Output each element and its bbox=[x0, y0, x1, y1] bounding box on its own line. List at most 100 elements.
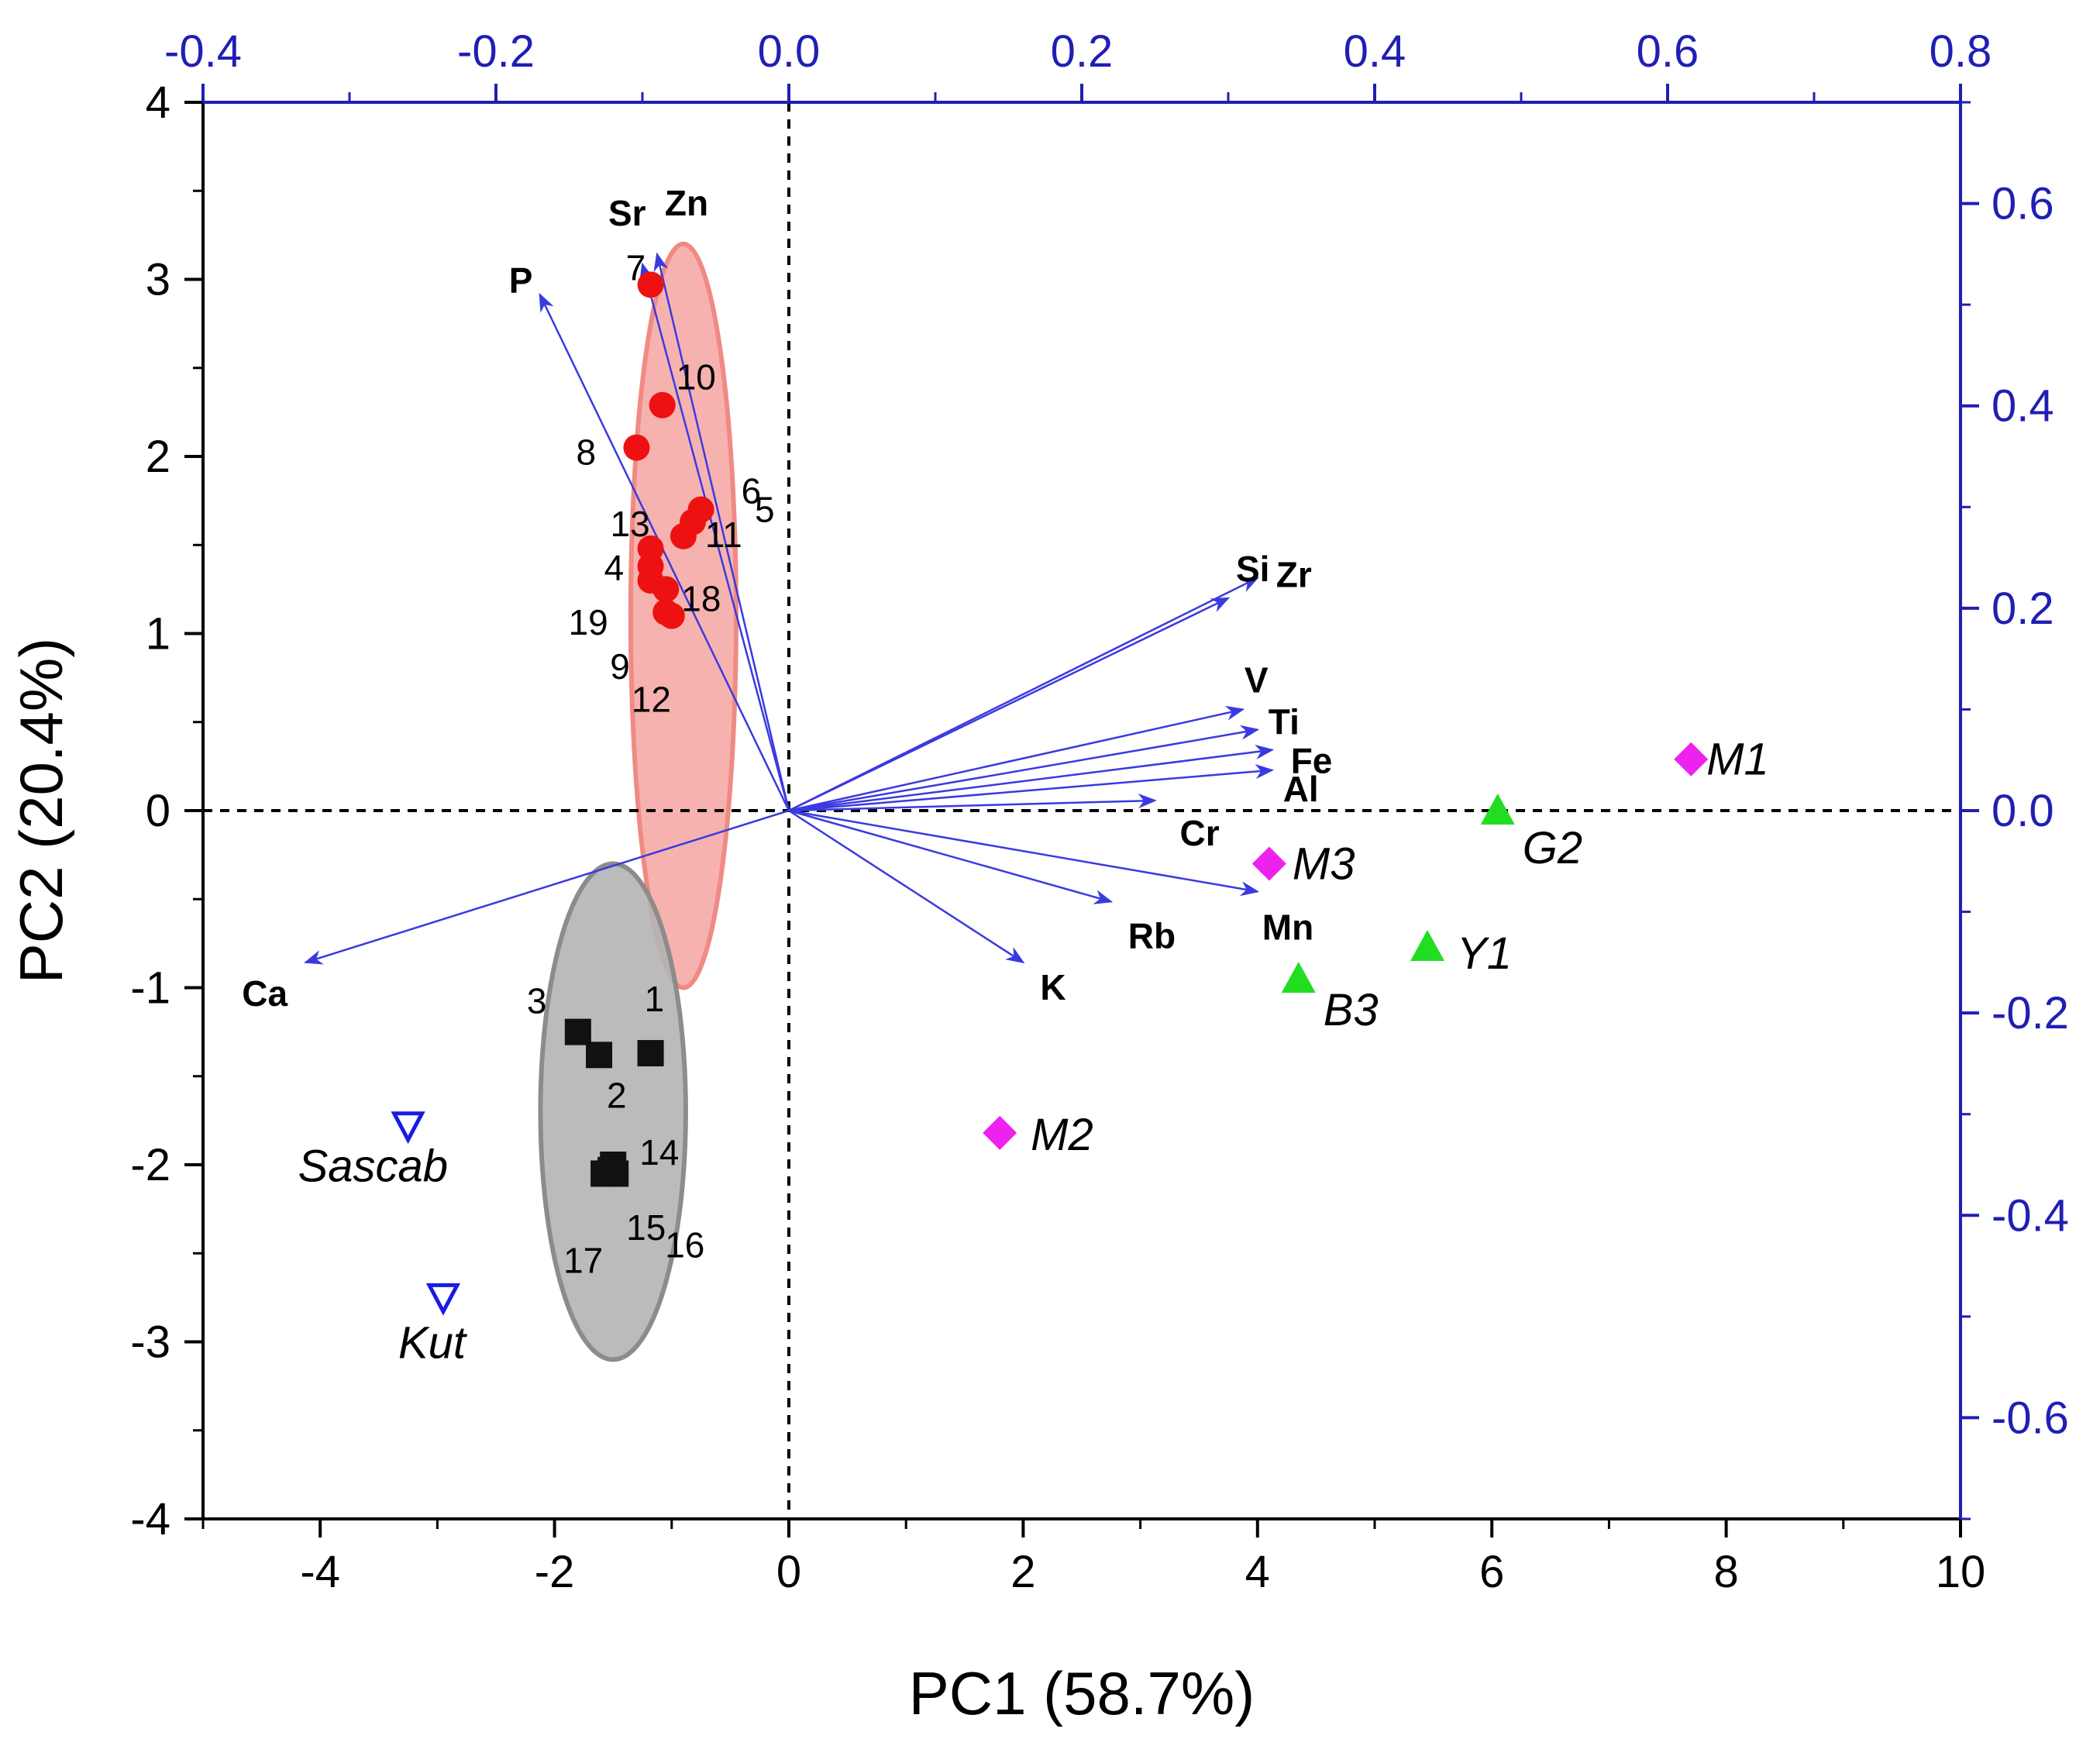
sample-point-2 bbox=[586, 1042, 613, 1069]
sample-label-17: 17 bbox=[563, 1240, 603, 1280]
top-tick-label: 0.8 bbox=[1930, 26, 1992, 77]
confidence-ellipse-black-squares bbox=[538, 861, 688, 1362]
y-tick-label: 0 bbox=[146, 786, 170, 836]
y-tick-label: 4 bbox=[146, 77, 170, 128]
loading-label-mn: Mn bbox=[1262, 907, 1313, 947]
sample-label-12: 12 bbox=[632, 680, 671, 720]
x-axis-title: PC1 (58.7%) bbox=[909, 1659, 1255, 1727]
sample-label-3: 3 bbox=[527, 981, 547, 1021]
loading-label-ca: Ca bbox=[242, 973, 287, 1014]
sample-label-4: 4 bbox=[604, 548, 625, 588]
top-tick-label: 0.6 bbox=[1637, 26, 1699, 77]
reference-label-m2: M2 bbox=[1031, 1110, 1093, 1160]
y-tick-label: -3 bbox=[130, 1317, 170, 1368]
reference-label-b3: B3 bbox=[1324, 985, 1379, 1035]
loading-vectors bbox=[304, 252, 1275, 965]
loading-arrow-ca bbox=[304, 809, 790, 965]
sample-label-13: 13 bbox=[611, 504, 650, 544]
loading-arrow-fe bbox=[788, 744, 1275, 812]
loading-label-zr: Zr bbox=[1276, 555, 1312, 595]
group-ellipses bbox=[538, 241, 738, 1362]
loading-label-cr: Cr bbox=[1180, 813, 1220, 853]
x-tick-label: 10 bbox=[1936, 1547, 1986, 1597]
sample-label-7: 7 bbox=[626, 247, 646, 288]
sample-label-1: 1 bbox=[645, 979, 665, 1019]
sample-point-17 bbox=[590, 1160, 618, 1187]
sample-label-14: 14 bbox=[639, 1132, 679, 1173]
loading-arrow-p bbox=[539, 292, 790, 811]
loading-arrow-mn bbox=[788, 809, 1260, 897]
y-tick-label: 1 bbox=[146, 609, 170, 659]
x-tick-label: 8 bbox=[1713, 1547, 1738, 1597]
sample-label-19: 19 bbox=[569, 602, 608, 642]
top-tick-label: -0.2 bbox=[457, 26, 535, 77]
sample-label-18: 18 bbox=[681, 578, 721, 618]
x-tick-label: 6 bbox=[1479, 1547, 1504, 1597]
loading-label-zn: Zn bbox=[665, 183, 708, 223]
loading-label-ti: Ti bbox=[1269, 702, 1300, 742]
axis-ticks bbox=[184, 84, 1979, 1538]
reference-point-kut bbox=[425, 1283, 461, 1316]
right-tick-label: -0.2 bbox=[1992, 988, 2069, 1038]
x-tick-label: -2 bbox=[535, 1547, 575, 1597]
sample-point-18 bbox=[652, 576, 680, 603]
loading-arrow-sr bbox=[639, 262, 790, 811]
y-axis-title: PC2 (20.4%) bbox=[7, 638, 75, 984]
loading-arrow-al bbox=[788, 764, 1275, 812]
sample-point-12 bbox=[658, 602, 685, 629]
sample-points bbox=[391, 271, 1709, 1316]
reference-point-y1 bbox=[1410, 929, 1445, 961]
loading-label-al: Al bbox=[1283, 769, 1319, 809]
loading-arrow-ti bbox=[788, 725, 1260, 812]
sample-point-7 bbox=[637, 271, 664, 298]
right-tick-label: -0.4 bbox=[1992, 1190, 2069, 1241]
x-tick-label: 4 bbox=[1245, 1547, 1270, 1597]
sample-point-10 bbox=[649, 391, 676, 418]
y-tick-label: -2 bbox=[130, 1140, 170, 1190]
right-tick-label: 0.4 bbox=[1992, 381, 2054, 432]
sample-label-11: 11 bbox=[705, 515, 742, 555]
right-tick-label: -0.6 bbox=[1992, 1393, 2069, 1443]
loading-label-fe: Fe bbox=[1291, 741, 1333, 781]
reference-point-m3 bbox=[1251, 846, 1286, 881]
sample-point-1 bbox=[637, 1040, 664, 1067]
reference-point-b3 bbox=[1281, 962, 1316, 993]
loading-arrow-zr bbox=[788, 577, 1259, 812]
loading-arrow-v bbox=[788, 705, 1245, 812]
reference-point-sascab bbox=[391, 1111, 425, 1145]
reference-label-kut: Kut bbox=[398, 1317, 468, 1368]
sample-label-2: 2 bbox=[607, 1075, 627, 1115]
right-tick-label: 0.0 bbox=[1992, 786, 2054, 836]
sample-label-5: 5 bbox=[755, 490, 775, 530]
reference-point-g2 bbox=[1480, 794, 1515, 825]
loading-label-si: Si bbox=[1236, 549, 1269, 589]
sample-label-16: 16 bbox=[665, 1224, 704, 1265]
y-tick-label: 3 bbox=[146, 255, 170, 305]
reference-point-m1 bbox=[1674, 742, 1709, 777]
x-tick-label: 2 bbox=[1010, 1547, 1035, 1597]
x-tick-label: -4 bbox=[300, 1547, 340, 1597]
sample-label-9: 9 bbox=[610, 646, 630, 687]
loading-arrow-rb bbox=[788, 809, 1114, 904]
loading-label-rb: Rb bbox=[1128, 916, 1176, 956]
loading-label-p: P bbox=[509, 260, 533, 301]
sample-label-8: 8 bbox=[576, 432, 596, 473]
right-tick-label: 0.2 bbox=[1992, 584, 2054, 634]
sample-point-11 bbox=[670, 522, 697, 549]
top-tick-label: 0.2 bbox=[1051, 26, 1114, 77]
top-tick-label: 0.0 bbox=[758, 26, 821, 77]
loading-arrow-zn bbox=[653, 252, 790, 811]
reference-label-m3: M3 bbox=[1293, 839, 1355, 890]
loading-label-k: K bbox=[1040, 967, 1065, 1007]
y-tick-label: 2 bbox=[146, 432, 170, 482]
loading-arrow-cr bbox=[788, 793, 1157, 812]
right-tick-label: 0.6 bbox=[1992, 179, 2054, 229]
reference-label-y1: Y1 bbox=[1457, 928, 1512, 979]
top-tick-label: 0.4 bbox=[1344, 26, 1406, 77]
y-tick-label: -4 bbox=[130, 1494, 170, 1544]
loading-label-sr: Sr bbox=[608, 193, 646, 233]
top-tick-label: -0.4 bbox=[164, 26, 242, 77]
reference-point-m2 bbox=[983, 1115, 1017, 1150]
